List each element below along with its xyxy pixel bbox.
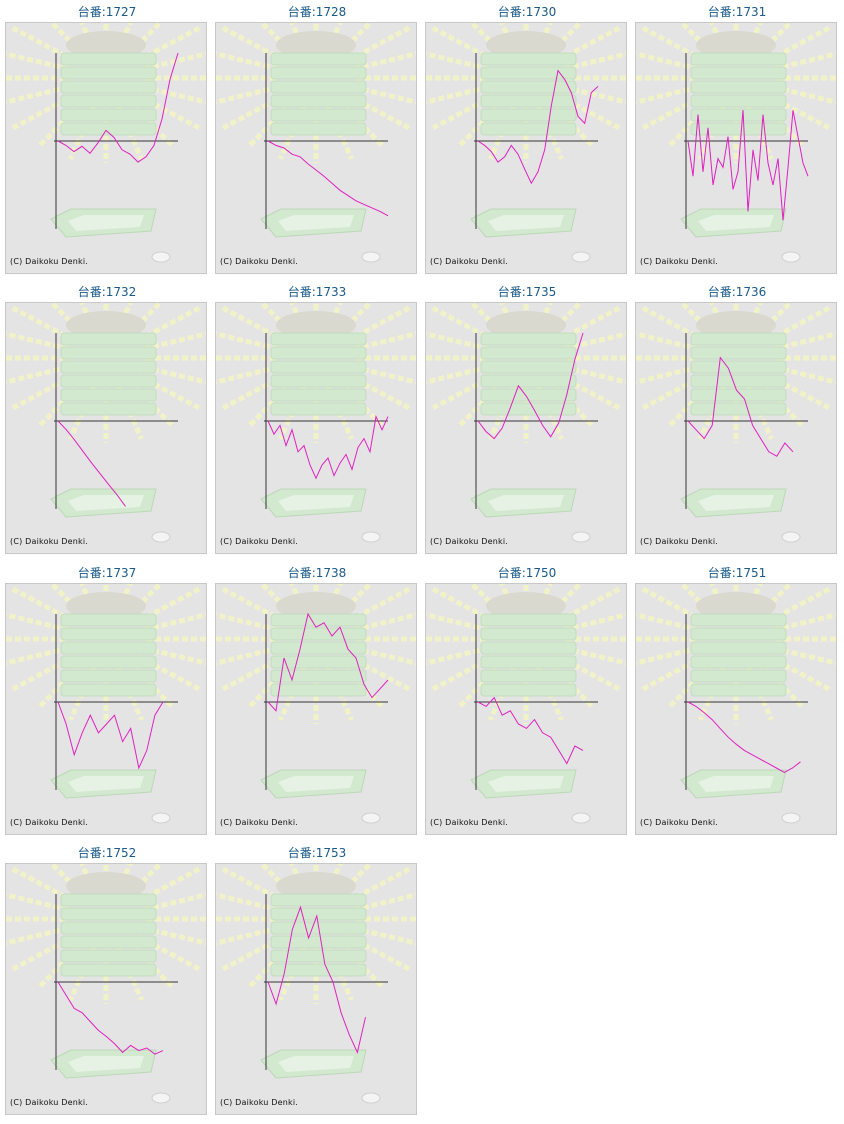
- graph-svg: [216, 864, 416, 1104]
- data-line: [57, 701, 164, 770]
- copyright-text: (C) Daikoku Denki.: [430, 537, 509, 546]
- slump-graph: (C) Daikoku Denki.: [5, 863, 207, 1115]
- graph-svg: [6, 584, 206, 824]
- slump-graph: (C) Daikoku Denki.: [425, 583, 627, 835]
- machine-number-title[interactable]: 台番:1735: [497, 285, 557, 299]
- data-line: [477, 696, 584, 765]
- slump-graph: (C) Daikoku Denki.: [635, 302, 837, 554]
- graph-cell: 台番:1735 (C) Daikoku Denki.: [425, 280, 629, 556]
- graph-cell: 台番:1733 (C) Daikoku Denki.: [215, 280, 419, 556]
- slump-graph: (C) Daikoku Denki.: [5, 22, 207, 274]
- slump-graph: (C) Daikoku Denki.: [5, 302, 207, 554]
- graph-cell: 台番:1737 (C) Daikoku Denki.: [5, 561, 209, 837]
- machine-number-title[interactable]: 台番:1733: [287, 285, 347, 299]
- graph-svg: [426, 23, 626, 263]
- data-line: [687, 110, 809, 221]
- copyright-text: (C) Daikoku Denki.: [640, 257, 719, 266]
- graph-svg: [426, 584, 626, 824]
- slump-graph: (C) Daikoku Denki.: [215, 583, 417, 835]
- graph-cell: 台番:1730 (C) Daikoku Denki.: [425, 0, 629, 276]
- slump-graph: (C) Daikoku Denki.: [215, 863, 417, 1115]
- machine-number-title[interactable]: 台番:1753: [287, 846, 347, 860]
- graph-cell: 台番:1727 (C) Daikoku Denki.: [5, 0, 209, 276]
- background-illustration: [216, 303, 416, 543]
- graph-cell: 台番:1736 (C) Daikoku Denki.: [635, 280, 839, 556]
- graph-cell: 台番:1750 (C) Daikoku Denki.: [425, 561, 629, 837]
- machine-number-title[interactable]: 台番:1727: [77, 5, 137, 19]
- copyright-text: (C) Daikoku Denki.: [220, 818, 299, 827]
- data-line: [57, 981, 164, 1055]
- copyright-text: (C) Daikoku Denki.: [10, 257, 89, 266]
- graph-svg: [216, 584, 416, 824]
- graph-svg: [636, 23, 836, 263]
- background-illustration: [216, 23, 416, 263]
- machine-number-title[interactable]: 台番:1738: [287, 566, 347, 580]
- background-illustration: [426, 23, 626, 263]
- graph-cell: 台番:1738 (C) Daikoku Denki.: [215, 561, 419, 837]
- copyright-text: (C) Daikoku Denki.: [10, 537, 89, 546]
- graph-cell: 台番:1731 (C) Daikoku Denki.: [635, 0, 839, 276]
- graph-svg: [216, 23, 416, 263]
- graph-svg: [636, 584, 836, 824]
- machine-number-title[interactable]: 台番:1736: [707, 285, 767, 299]
- copyright-text: (C) Daikoku Denki.: [430, 257, 509, 266]
- background-illustration: [636, 303, 836, 543]
- graph-svg: [216, 303, 416, 543]
- data-line: [477, 69, 599, 185]
- data-line: [57, 420, 126, 507]
- background-illustration: [636, 584, 836, 824]
- machine-number-title[interactable]: 台番:1728: [287, 5, 347, 19]
- background-illustration: [6, 864, 206, 1104]
- data-line: [687, 356, 794, 457]
- slump-graph: (C) Daikoku Denki.: [215, 302, 417, 554]
- machine-number-title[interactable]: 台番:1731: [707, 5, 767, 19]
- graph-svg: [426, 303, 626, 543]
- data-line: [267, 612, 389, 712]
- graph-cell: 台番:1752 (C) Daikoku Denki.: [5, 841, 209, 1117]
- machine-number-title[interactable]: 台番:1732: [77, 285, 137, 299]
- slump-graph: (C) Daikoku Denki.: [635, 583, 837, 835]
- graph-svg: [636, 303, 836, 543]
- copyright-text: (C) Daikoku Denki.: [640, 537, 719, 546]
- machine-number-title[interactable]: 台番:1752: [77, 846, 137, 860]
- data-line: [687, 701, 801, 773]
- graph-svg: [6, 23, 206, 263]
- graph-cell: 台番:1732 (C) Daikoku Denki.: [5, 280, 209, 556]
- copyright-text: (C) Daikoku Denki.: [220, 257, 299, 266]
- machine-number-title[interactable]: 台番:1750: [497, 566, 557, 580]
- graph-svg: [6, 303, 206, 543]
- copyright-text: (C) Daikoku Denki.: [220, 1098, 299, 1107]
- background-illustration: [216, 584, 416, 824]
- data-line: [267, 414, 389, 480]
- data-line: [57, 52, 179, 163]
- background-illustration: [426, 303, 626, 543]
- background-illustration: [426, 584, 626, 824]
- graph-cell: 台番:1753 (C) Daikoku Denki.: [215, 841, 419, 1117]
- copyright-text: (C) Daikoku Denki.: [10, 1098, 89, 1107]
- graph-svg: [6, 864, 206, 1104]
- slump-graph: (C) Daikoku Denki.: [5, 583, 207, 835]
- background-illustration: [6, 584, 206, 824]
- graph-cell: 台番:1751 (C) Daikoku Denki.: [635, 561, 839, 837]
- copyright-text: (C) Daikoku Denki.: [430, 818, 509, 827]
- slump-graph: (C) Daikoku Denki.: [425, 302, 627, 554]
- data-line: [477, 332, 584, 440]
- machine-number-title[interactable]: 台番:1730: [497, 5, 557, 19]
- machine-number-title[interactable]: 台番:1737: [77, 566, 137, 580]
- data-line: [267, 905, 366, 1054]
- slump-graph: (C) Daikoku Denki.: [425, 22, 627, 274]
- background-illustration: [6, 23, 206, 263]
- graph-cell: 台番:1728 (C) Daikoku Denki.: [215, 0, 419, 276]
- slump-graph: (C) Daikoku Denki.: [215, 22, 417, 274]
- copyright-text: (C) Daikoku Denki.: [640, 818, 719, 827]
- machine-number-title[interactable]: 台番:1751: [707, 566, 767, 580]
- data-line: [267, 140, 389, 217]
- copyright-text: (C) Daikoku Denki.: [10, 818, 89, 827]
- background-illustration: [6, 303, 206, 543]
- background-illustration: [216, 864, 416, 1104]
- slump-graph: (C) Daikoku Denki.: [635, 22, 837, 274]
- copyright-text: (C) Daikoku Denki.: [220, 537, 299, 546]
- background-illustration: [636, 23, 836, 263]
